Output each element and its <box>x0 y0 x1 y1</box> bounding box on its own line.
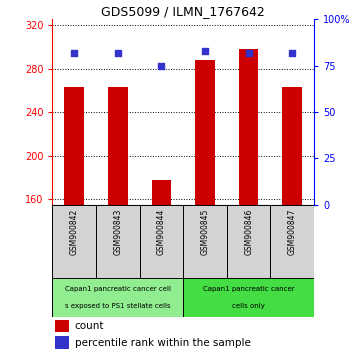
Bar <box>152 180 171 205</box>
Bar <box>183 278 314 318</box>
Text: GSM900847: GSM900847 <box>288 209 297 255</box>
Bar <box>282 87 302 205</box>
Text: GSM900846: GSM900846 <box>244 209 253 255</box>
Point <box>115 50 121 56</box>
Text: Capan1 pancreatic cancer: Capan1 pancreatic cancer <box>203 286 295 292</box>
Text: s exposed to PS1 stellate cells: s exposed to PS1 stellate cells <box>65 303 171 309</box>
Bar <box>55 336 69 349</box>
Bar <box>52 205 96 278</box>
Title: GDS5099 / ILMN_1767642: GDS5099 / ILMN_1767642 <box>101 5 265 18</box>
Text: GSM900845: GSM900845 <box>200 209 209 255</box>
Bar <box>96 205 140 278</box>
Point <box>158 63 164 69</box>
Text: percentile rank within the sample: percentile rank within the sample <box>75 337 251 348</box>
Bar <box>239 49 258 205</box>
Point <box>290 50 295 56</box>
Text: cells only: cells only <box>232 303 265 309</box>
Text: GSM900843: GSM900843 <box>113 209 122 255</box>
Bar <box>52 278 183 318</box>
Text: Capan1 pancreatic cancer cell: Capan1 pancreatic cancer cell <box>65 286 171 292</box>
Bar <box>64 87 84 205</box>
Bar <box>270 205 314 278</box>
Bar <box>140 205 183 278</box>
Bar <box>183 205 227 278</box>
Text: GSM900842: GSM900842 <box>70 209 79 255</box>
Point <box>202 48 208 54</box>
Point <box>246 50 252 56</box>
Bar <box>227 205 270 278</box>
Text: GSM900844: GSM900844 <box>157 209 166 255</box>
Bar <box>195 60 215 205</box>
Bar <box>55 320 69 332</box>
Bar <box>108 87 127 205</box>
Text: count: count <box>75 321 104 331</box>
Point <box>71 50 77 56</box>
